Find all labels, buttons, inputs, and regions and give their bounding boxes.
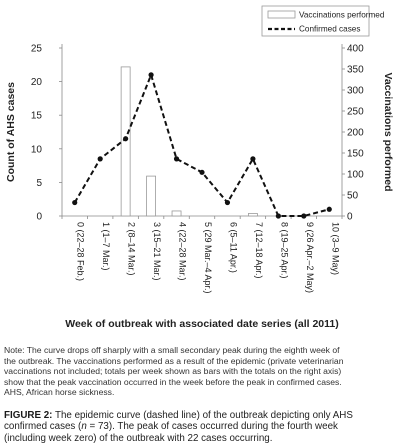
- caption-label: FIGURE 2:: [4, 410, 53, 421]
- y-right-tick-label: 300: [347, 86, 364, 97]
- confirmed-cases-point: [173, 156, 180, 162]
- caption-n-symbol: n: [81, 421, 87, 433]
- y-left-title: Count of AHS cases: [5, 82, 17, 182]
- confirmed-cases-point: [97, 156, 103, 162]
- note-line: vaccinations not included; totals per we…: [4, 366, 342, 377]
- legend: Vaccinations performed Confirmed cases: [261, 5, 385, 37]
- y-left-tick-label: 20: [31, 77, 43, 88]
- note-line: the outbreak. The vaccinations performed…: [4, 355, 344, 366]
- x-tick-label: 0 (22–28 Feb.): [76, 222, 86, 281]
- y-right-tick-label: 100: [347, 170, 364, 181]
- y-left-tick-label: 15: [31, 111, 43, 122]
- confirmed-cases-line: [73, 71, 330, 217]
- x-tick-label: 5 (29 Mar.–4 Apr.): [203, 222, 213, 294]
- y-right-tick-label: 250: [347, 107, 364, 118]
- y-right-tick-label: 0: [347, 212, 353, 223]
- y-left-tick-label: 25: [31, 44, 43, 55]
- y-right-tick-label: 50: [347, 191, 359, 202]
- note-line: AHS, African horse sickness.: [4, 387, 115, 398]
- x-tick-label: 7 (12–18 Apr.): [254, 222, 264, 279]
- y-right-tick-label: 350: [347, 65, 364, 76]
- confirmed-cases-point: [72, 199, 78, 206]
- y-left-tick-label: 0: [36, 212, 42, 223]
- y-left-tick-label: 5: [36, 178, 42, 189]
- legend-bar-swatch: [267, 10, 296, 19]
- caption-line-3: (including week zero) of the outbreak wi…: [4, 432, 273, 444]
- vaccination-bar: [146, 175, 156, 217]
- figure-note: Note: The curve drops off sharply with a…: [4, 345, 400, 398]
- confirmed-cases-point: [123, 136, 129, 142]
- epidemic-curve-chart: Vaccinations performed Confirmed cases C…: [5, 5, 394, 330]
- y-left-tick-label: 10: [31, 144, 43, 155]
- confirmed-cases-point: [148, 72, 154, 78]
- confirmed-cases-point: [250, 156, 256, 162]
- caption-line-2: confirmed cases (n = 73). The peak of ca…: [4, 421, 400, 432]
- x-tick-label: 6 (5–11 Apr.): [228, 222, 238, 273]
- caption-line-1: FIGURE 2: The epidemic curve (dashed lin…: [4, 410, 400, 421]
- y-right-tick-label: 400: [347, 44, 364, 55]
- confirmed-cases-point: [326, 206, 332, 212]
- figure-caption: FIGURE 2: The epidemic curve (dashed lin…: [4, 410, 400, 444]
- x-tick-label: 3 (15–21 Mar.): [152, 222, 162, 281]
- confirmed-cases-point: [275, 213, 281, 219]
- legend-line-label: Confirmed cases: [299, 25, 360, 34]
- x-axis-title: Week of outbreak with associated date se…: [65, 318, 339, 330]
- vaccination-bar: [171, 210, 182, 217]
- confirmed-cases-point: [224, 199, 231, 206]
- y-right-tick-label: 150: [347, 149, 364, 160]
- vaccination-bar: [248, 213, 258, 217]
- vaccination-bar: [120, 66, 131, 217]
- confirmed-cases-point: [301, 213, 307, 219]
- legend-bar-label: Vaccinations performed: [299, 11, 385, 20]
- y-right-tick-label: 200: [347, 128, 364, 139]
- caption-text: The epidemic curve (dashed line) of the …: [52, 410, 353, 421]
- confirmed-cases-point: [199, 169, 205, 175]
- caption-text: = 73). The peak of cases occurred during…: [86, 421, 338, 433]
- note-line: Note: The curve drops off sharply with a…: [4, 345, 340, 355]
- caption-text: confirmed cases (: [4, 421, 82, 433]
- x-tick-label: 10 (3–9 May): [330, 222, 340, 275]
- x-tick-label: 8 (19–25 Apr.): [279, 222, 289, 279]
- x-tick-label: 9 (26 Apr.–2 May): [305, 222, 315, 293]
- x-tick-label: 4 (22–28 Mar.): [178, 222, 188, 281]
- y-right-title: Vaccinations performed: [382, 72, 394, 191]
- note-line: show that the peak vaccination occurred …: [4, 376, 342, 387]
- x-tick-label: 2 (8–14 Mar.): [127, 222, 137, 276]
- x-tick-label: 1 (1–7 Mar.): [101, 222, 111, 271]
